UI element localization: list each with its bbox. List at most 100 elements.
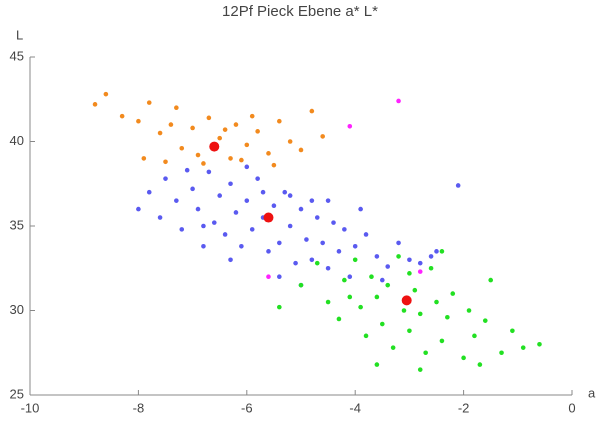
x-tick-label: -8 <box>133 400 145 415</box>
point <box>260 189 266 195</box>
point <box>179 227 185 232</box>
point <box>358 206 363 212</box>
point <box>103 91 109 97</box>
point <box>287 193 293 198</box>
point <box>201 223 206 229</box>
point <box>396 254 401 259</box>
point <box>244 198 250 203</box>
point <box>309 198 315 203</box>
y-tick-label: 25 <box>10 386 24 401</box>
point <box>184 167 190 173</box>
point <box>325 265 331 271</box>
point <box>298 282 304 288</box>
point <box>157 130 163 136</box>
x-tick-label: -10 <box>21 400 40 415</box>
point <box>206 169 212 175</box>
point <box>374 254 380 259</box>
point <box>417 269 423 274</box>
point <box>325 299 331 305</box>
point <box>249 227 255 232</box>
point <box>179 145 185 151</box>
point <box>287 139 293 144</box>
point <box>423 350 428 356</box>
point <box>163 176 168 181</box>
point <box>417 311 423 317</box>
point <box>209 141 220 152</box>
point <box>277 240 282 246</box>
point <box>325 198 331 203</box>
point <box>271 162 277 168</box>
x-tick-label: 0 <box>568 400 575 415</box>
point <box>407 271 412 276</box>
y-tick-label: 30 <box>10 302 24 317</box>
point <box>369 274 374 280</box>
point <box>271 203 277 209</box>
point <box>445 314 450 320</box>
point <box>461 355 466 361</box>
point <box>401 308 407 313</box>
point <box>331 220 336 225</box>
point <box>347 294 353 300</box>
point <box>363 232 369 237</box>
point <box>201 243 206 249</box>
point <box>190 186 195 192</box>
point <box>228 156 233 161</box>
point <box>249 113 255 119</box>
point <box>277 304 282 310</box>
point <box>396 240 401 246</box>
point <box>347 274 353 280</box>
point <box>195 206 201 212</box>
point <box>293 260 298 266</box>
point <box>136 206 141 212</box>
point <box>455 183 461 188</box>
point <box>211 220 217 225</box>
point <box>309 108 315 114</box>
point <box>347 123 353 129</box>
point <box>342 277 347 283</box>
point <box>342 227 347 232</box>
point <box>298 147 304 153</box>
point <box>537 342 542 347</box>
point <box>168 122 174 127</box>
point <box>510 328 515 334</box>
point <box>520 345 526 350</box>
point <box>206 115 212 121</box>
point <box>488 277 494 283</box>
point <box>119 113 125 119</box>
point <box>336 316 342 322</box>
point <box>239 243 244 249</box>
point <box>385 264 391 269</box>
point <box>201 161 206 166</box>
point <box>434 249 439 254</box>
point <box>407 257 412 263</box>
x-tick-label: -2 <box>458 400 470 415</box>
x-tick-label: -6 <box>241 400 253 415</box>
point <box>499 350 504 356</box>
point <box>287 223 293 229</box>
point <box>136 118 141 124</box>
point <box>174 198 179 203</box>
point <box>309 257 315 263</box>
y-tick-label: 45 <box>10 48 24 63</box>
point <box>233 210 239 215</box>
point <box>439 249 445 254</box>
point <box>472 333 477 339</box>
point <box>266 274 271 280</box>
point <box>434 299 439 305</box>
point <box>466 308 472 313</box>
point <box>255 129 260 134</box>
point <box>314 215 320 220</box>
point <box>277 274 282 280</box>
point <box>222 127 228 132</box>
point <box>217 135 222 141</box>
point <box>222 232 228 237</box>
point <box>92 102 98 107</box>
point <box>304 237 309 242</box>
point <box>266 151 271 156</box>
point <box>282 189 288 195</box>
point <box>244 164 250 170</box>
point <box>320 134 325 139</box>
chart-title: 12Pf Pieck Ebene a* L* <box>222 3 378 20</box>
point <box>190 125 195 131</box>
